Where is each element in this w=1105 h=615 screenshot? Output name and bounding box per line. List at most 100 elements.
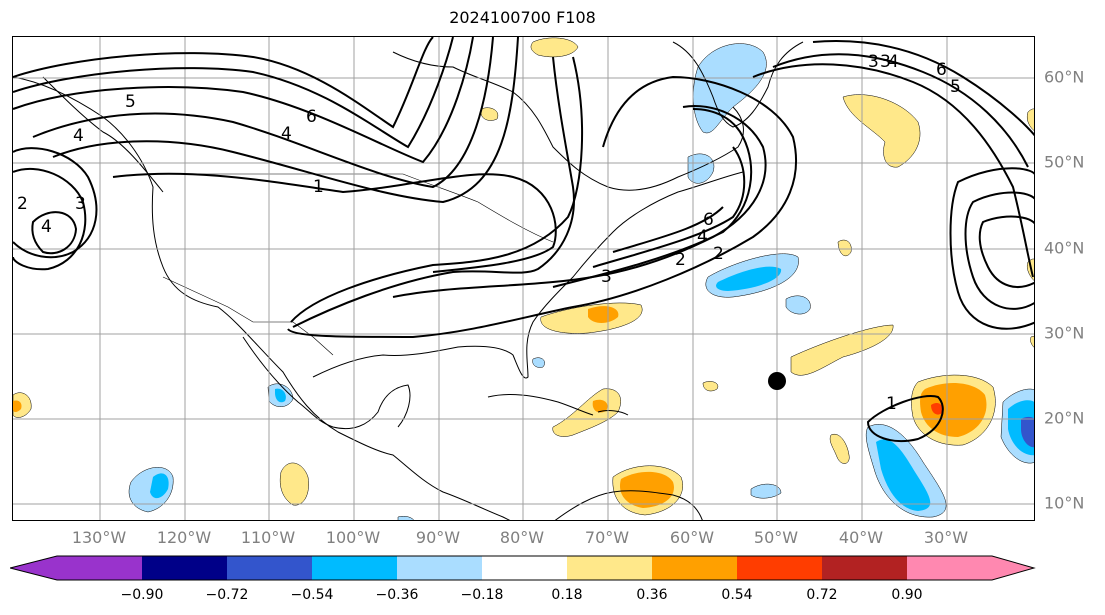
shade-light-yellow [279, 462, 309, 506]
lon-label: 120°W [156, 528, 212, 547]
colorbar-tick-label: −0.90 [120, 587, 164, 603]
colorbar-extend-low [10, 556, 57, 580]
shade-light-blue [397, 515, 415, 520]
shade-light-blue [785, 295, 811, 315]
contour-line [13, 147, 98, 259]
contour-line [552, 108, 753, 288]
colorbar-segment [227, 556, 312, 580]
lat-label: 60°N [1044, 67, 1085, 87]
contour-line [978, 215, 1034, 288]
shade-light-yellow [790, 324, 894, 376]
colorbar-segment [567, 556, 652, 580]
colorbar-segment [312, 556, 397, 580]
colorbar [10, 555, 1036, 581]
lon-label: 110°W [240, 528, 296, 547]
contour-line [32, 37, 494, 189]
lat-label: 10°N [1044, 493, 1085, 513]
colorbar-segments [10, 556, 1034, 580]
contour-label: 3 [601, 267, 612, 287]
colorbar-segment [652, 556, 737, 580]
contour-label: 2 [713, 244, 724, 264]
contour-line [13, 37, 434, 129]
colorbar-segment [482, 556, 567, 580]
contour-label: 4 [888, 52, 899, 72]
hispaniola [597, 410, 629, 416]
contour-label: 5 [950, 77, 961, 97]
contour-label: 3 [868, 52, 879, 72]
contour-label: 2 [675, 250, 686, 270]
shade-red-orange [931, 402, 943, 415]
colorbar-segment [57, 556, 142, 580]
contour-line [866, 395, 944, 443]
contour-layer [13, 37, 1034, 443]
lon-label: 80°W [499, 528, 545, 547]
contour-label: 3 [75, 194, 86, 214]
contour-line [612, 206, 724, 253]
lon-label: 130°W [71, 528, 127, 547]
alaska-panhandle [42, 76, 164, 193]
contour-line [964, 191, 1034, 310]
greenland-coast [672, 41, 804, 128]
lon-label: 30°W [923, 528, 969, 547]
colorbar-tick-label: −0.72 [205, 587, 249, 603]
colorbar-tick-label: 0.18 [551, 587, 583, 603]
storm-marker-dot [768, 372, 786, 390]
colorbar-segment [737, 556, 822, 580]
lon-label: 50°W [753, 528, 799, 547]
shade-cyan [275, 388, 286, 403]
contour-line [772, 53, 1029, 168]
shade-light-yellow [1030, 335, 1034, 348]
colorbar-segment [822, 556, 907, 580]
lon-label: 70°W [584, 528, 630, 547]
cuba [487, 394, 594, 416]
shade-light-blue [532, 357, 545, 368]
contour-label: 1 [313, 177, 324, 197]
colorbar-segment [142, 556, 227, 580]
contour-line [112, 172, 557, 273]
shade-light-yellow [1027, 108, 1034, 131]
shade-light-yellow [829, 433, 850, 464]
map-canvas: 5 6 4 1 2 3 4 3 2 4 6 3 2 1 3 4 6 5 4 [13, 37, 1034, 520]
contour-line [13, 37, 454, 149]
map-frame: 5 6 4 1 2 3 4 3 2 4 6 3 2 1 3 4 6 5 4 [12, 36, 1035, 521]
contour-line [949, 167, 1034, 330]
shade-light-yellow [842, 94, 921, 168]
shade-blue [1021, 416, 1034, 448]
contour-line [752, 63, 1034, 278]
shade-light-yellow [530, 37, 579, 58]
colorbar-tick-label: 0.90 [891, 587, 923, 603]
lon-label: 100°W [325, 528, 381, 547]
contour-label: 2 [17, 194, 28, 214]
shade-orange [592, 399, 608, 413]
contour-label: 3 [880, 52, 891, 72]
contour-line [13, 167, 87, 271]
shade-orange [588, 306, 619, 323]
contour-line [290, 56, 584, 323]
contour-label: 5 [125, 92, 136, 112]
colorbar-tick-label: 0.72 [806, 587, 838, 603]
contour-line [592, 146, 746, 268]
lon-label: 40°W [838, 528, 884, 547]
contour-line [292, 56, 575, 328]
gulf-coast [312, 171, 744, 379]
contour-label: 4 [41, 217, 52, 237]
colorbar-tick-label: 0.36 [636, 587, 668, 603]
us-canada-border [148, 173, 554, 243]
contour-label: 6 [936, 60, 947, 80]
contour-line [392, 105, 767, 298]
shade-light-yellow [837, 239, 852, 257]
north-america-coast [13, 76, 511, 520]
mexico-coast [242, 336, 411, 430]
contour-line [52, 37, 519, 204]
colorbar-tick-label: −0.36 [375, 587, 419, 603]
lat-label: 30°N [1044, 323, 1085, 343]
lat-label: 50°N [1044, 152, 1085, 172]
lon-label: 90°W [415, 528, 461, 547]
colorbar-segment [397, 556, 482, 580]
shade-light-blue [687, 153, 715, 184]
shade-orange [13, 400, 22, 412]
shade-light-yellow [702, 381, 719, 392]
contour-label: 6 [306, 107, 317, 127]
map-title: 2024100700 F108 [449, 8, 596, 27]
shade-orange [619, 471, 674, 508]
